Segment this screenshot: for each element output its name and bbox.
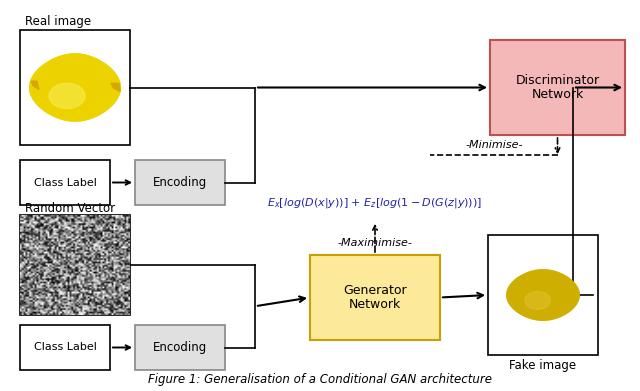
Bar (135, 160, 225, 205)
Text: Figure 1: Generalisation of a Conditional GAN architecture: Figure 1: Generalisation of a Conditiona… (148, 373, 492, 386)
Bar (20, 215, 130, 315)
Text: Class Label: Class Label (33, 343, 97, 353)
Bar (310, 255, 440, 340)
Text: $E_x[log(D(x|y))]$ + $E_z[log(1-D(G(z|y)))]$: $E_x[log(D(x|y))]$ + $E_z[log(1-D(G(z|y)… (268, 196, 483, 210)
Text: Discriminator
Network: Discriminator Network (515, 74, 600, 102)
Bar (135, 325, 225, 370)
Text: Generator
Network: Generator Network (343, 283, 407, 312)
Text: Fake image: Fake image (509, 359, 577, 371)
Text: -Minimise-: -Minimise- (465, 140, 522, 150)
Text: -Maximimise-: -Maximimise- (337, 238, 412, 248)
Text: Encoding: Encoding (153, 176, 207, 189)
Text: Random Vector: Random Vector (25, 201, 115, 215)
Bar (20, 160, 110, 205)
Text: Real image: Real image (25, 16, 91, 29)
Bar (488, 235, 598, 355)
Bar (20, 30, 130, 145)
Bar (490, 40, 625, 135)
Text: Encoding: Encoding (153, 341, 207, 354)
Text: Class Label: Class Label (33, 178, 97, 188)
Bar (20, 325, 110, 370)
